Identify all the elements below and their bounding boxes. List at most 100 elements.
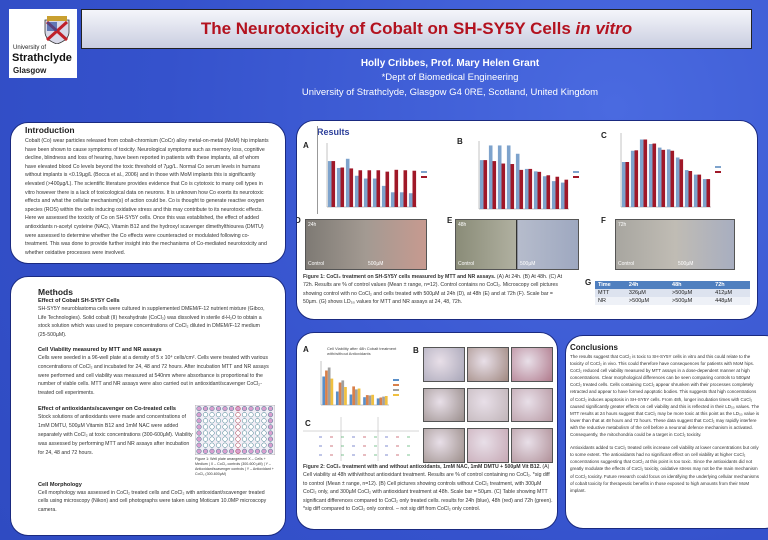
methods-text: Stock solutions of antioxidants were mad…: [38, 414, 193, 456]
conclusions-paragraph: The results suggest that CoCl₂ is toxic …: [570, 354, 760, 438]
well: [261, 448, 267, 454]
bar: [684, 170, 689, 207]
bar: [394, 169, 399, 207]
department: *Dept of Biomedical Engineering: [381, 72, 519, 83]
well: [222, 430, 228, 436]
well: [202, 412, 209, 418]
legend-swatch: [421, 176, 427, 178]
chart-title: Cell Viability after 48h Cobalt treatmen…: [327, 346, 397, 356]
well: [241, 442, 248, 448]
well: [261, 406, 267, 412]
bar: [363, 397, 366, 405]
table-cell: NR: [595, 297, 626, 305]
photo-label: 72h: [618, 222, 627, 228]
well: [202, 424, 209, 430]
well: [248, 418, 254, 424]
logo-line1: University of: [13, 45, 47, 51]
micrograph-72h: 72h Control 500µM: [615, 219, 735, 270]
bar: [330, 378, 334, 405]
micrograph: [511, 428, 553, 463]
well: [228, 436, 235, 442]
bar: [643, 139, 648, 207]
well: [248, 430, 254, 436]
bar: [399, 192, 404, 207]
well: [228, 448, 235, 454]
bar: [357, 388, 361, 405]
well: [222, 424, 228, 430]
legend-swatch: [393, 394, 399, 396]
photo-label: Control: [458, 261, 475, 267]
well: [209, 430, 215, 436]
panel-label: C: [601, 131, 607, 140]
legend-swatch: [573, 171, 579, 173]
micrograph: [467, 347, 509, 382]
bar: [368, 395, 372, 405]
methods-heading: Methods: [38, 287, 73, 297]
panel-label: D: [297, 216, 301, 225]
bar: [670, 150, 675, 207]
well: [196, 430, 202, 436]
legend-swatch: [715, 171, 721, 173]
results-panel: Results A B C D E F 24h Control 500µM 48h C…: [296, 120, 758, 320]
legend-swatch: [715, 166, 721, 168]
micrograph: [511, 387, 553, 423]
caption-text: (A) Cell viability at 48h with/without a…: [303, 464, 553, 513]
chart-48h: [478, 141, 579, 210]
bar: [551, 181, 556, 209]
photo-label: 500µM: [678, 261, 694, 267]
methods-subheading: Effect of Cobalt SH-SY5Y Cells: [38, 298, 120, 304]
methods-text: SH-SY5Y neuroblastoma cells were culture…: [38, 306, 265, 338]
logo-line3: Glasgow: [13, 66, 47, 75]
photo-label: Control: [308, 261, 325, 267]
well: [267, 406, 274, 412]
well: [228, 430, 235, 436]
methods-text: Cell morphology was assessed in CoCl₂ tr…: [38, 489, 267, 514]
bar: [349, 394, 353, 405]
bar: [322, 376, 326, 405]
bar: [533, 171, 538, 209]
bar: [349, 168, 354, 207]
well: [267, 418, 274, 424]
chart-24h: [326, 143, 427, 208]
bar: [338, 382, 342, 405]
bar: [693, 174, 698, 207]
well: [241, 424, 248, 430]
bar: [335, 391, 339, 405]
caption-title: Figure 1: CoCl₂ treatment on SH-SY5Y cel…: [303, 274, 496, 280]
introduction-body: Cobalt (Co) wear particles released from…: [25, 138, 269, 256]
panel-label: A: [303, 345, 309, 354]
well: [267, 430, 274, 436]
plate-caption: Figure 1: Well plate arrangement X – Cel…: [195, 457, 274, 476]
well: [228, 412, 235, 418]
table-cell: >500µM: [669, 289, 713, 297]
table-header: 48h: [669, 281, 713, 289]
bar: [506, 145, 511, 209]
well: [202, 430, 209, 436]
panel-label: B: [457, 137, 463, 146]
bar: [648, 144, 653, 207]
photo-label: Control: [618, 261, 635, 267]
well: [248, 442, 254, 448]
well: [222, 418, 228, 424]
well: [222, 448, 228, 454]
bar: [479, 160, 484, 209]
well: [209, 448, 215, 454]
bar: [379, 397, 383, 405]
well: [209, 412, 215, 418]
well: [202, 406, 209, 412]
chart-72h: [620, 133, 721, 208]
micrograph: [423, 347, 465, 382]
well: [202, 418, 209, 424]
bar: [372, 178, 377, 207]
bar: [371, 394, 375, 405]
panel-label: C: [305, 419, 311, 428]
micrograph: [467, 387, 509, 423]
bar: [341, 380, 345, 405]
well: [241, 448, 248, 454]
figure2-panel: A Cell Viability after 48h Cobalt treatm…: [296, 332, 558, 530]
bar: [390, 192, 395, 207]
well: [222, 436, 228, 442]
photo-label: 24h: [308, 222, 317, 228]
well: [241, 436, 248, 442]
bar: [344, 387, 347, 405]
